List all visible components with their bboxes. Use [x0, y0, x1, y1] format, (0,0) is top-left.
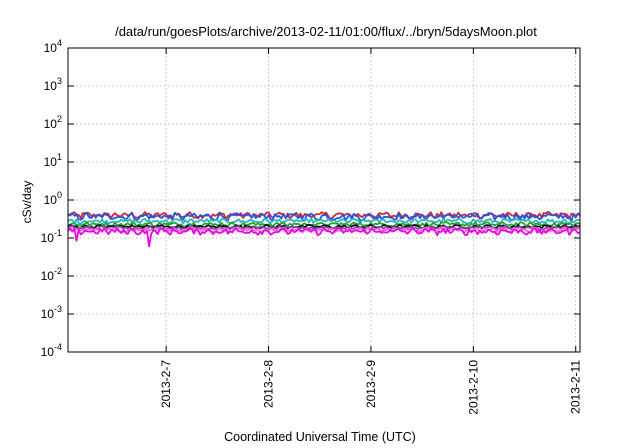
y-axis-label: cSv/day [20, 181, 34, 224]
y-tick-label: 10-1 [41, 228, 62, 245]
y-tick-label: 10-3 [41, 304, 62, 321]
x-tick-label: 2013-2-8 [262, 360, 276, 408]
chart-title: /data/run/goesPlots/archive/2013-02-11/0… [115, 24, 537, 39]
y-tick-label: 10-2 [41, 266, 62, 283]
series-line [67, 217, 581, 225]
grid [68, 48, 580, 352]
y-tick-label: 101 [44, 152, 62, 169]
x-tick-label: 2013-2-11 [569, 360, 583, 414]
x-tick-label: 2013-2-10 [466, 360, 480, 415]
y-tick-label: 10-4 [41, 342, 62, 359]
series-layer [67, 210, 581, 248]
x-axis-label: Coordinated Universal Time (UTC) [224, 430, 416, 444]
series-line [67, 211, 581, 222]
series-line [67, 227, 581, 248]
x-tick-label: 2013-2-9 [364, 360, 378, 408]
ticks: 10-4 10-3 10-2 10-1 100 101 102 103 104 2013-2-7 2… [41, 38, 583, 415]
x-tick-label: 2013-2-7 [159, 360, 173, 408]
y-tick-label: 100 [44, 190, 62, 207]
y-tick-label: 104 [44, 38, 62, 55]
y-tick-label: 103 [44, 76, 62, 93]
y-tick-label: 102 [44, 114, 62, 131]
